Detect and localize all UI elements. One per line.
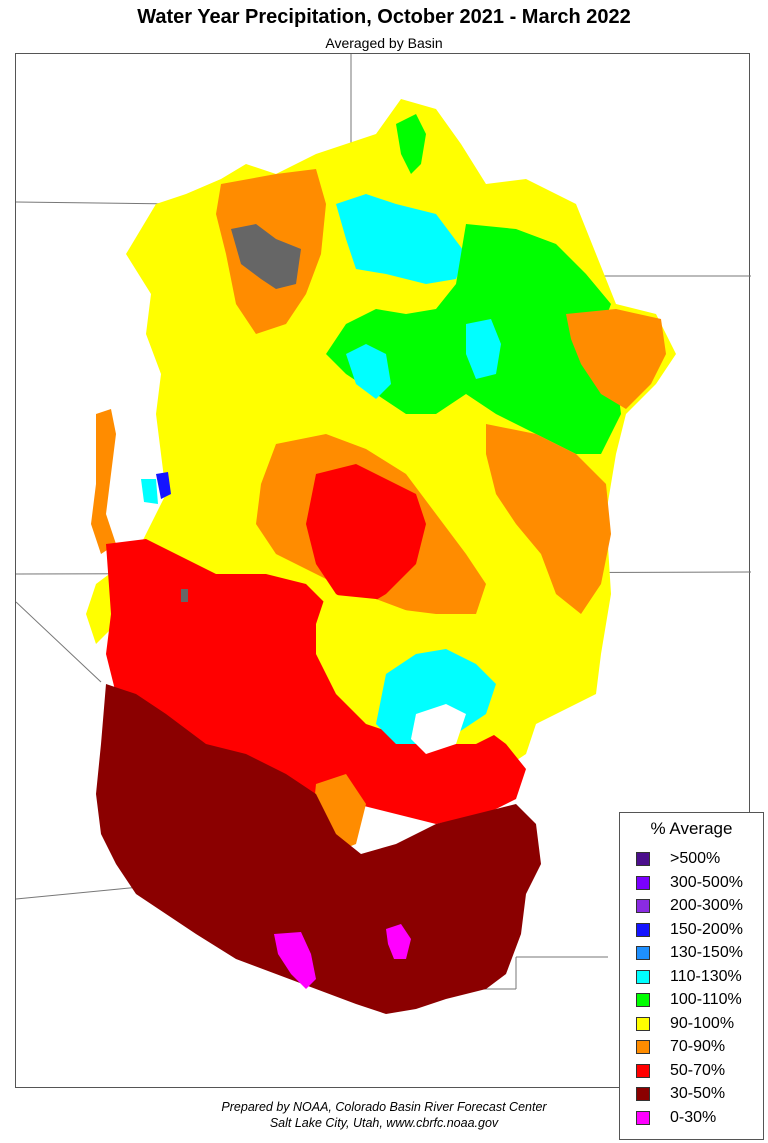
state-line <box>16 201 177 205</box>
region-110-130 <box>141 479 158 504</box>
legend-label: 0-30% <box>670 1108 717 1126</box>
region-110-130 <box>336 194 466 284</box>
region-70-90 <box>91 409 116 554</box>
region-70-90 <box>566 309 666 409</box>
credits-line-1: Prepared by NOAA, Colorado Basin River F… <box>221 1100 547 1114</box>
state-line <box>16 601 102 683</box>
legend-item: 100-110% <box>636 990 742 1010</box>
legend-item: 110-130% <box>636 967 742 987</box>
region-110-130 <box>376 649 496 744</box>
legend-item: >500% <box>636 849 720 869</box>
legend-item: 70-90% <box>636 1037 725 1057</box>
map-subtitle: Averaged by Basin <box>325 35 443 51</box>
legend-item: 50-70% <box>636 1061 725 1081</box>
legend-swatch <box>636 1063 650 1078</box>
legend-label: 300-500% <box>670 873 743 891</box>
legend-swatch <box>636 1110 650 1125</box>
region-110-130 <box>346 344 391 399</box>
legend-swatch <box>636 899 650 913</box>
legend-swatch <box>636 875 650 890</box>
legend-item: 130-150% <box>636 943 743 963</box>
legend-swatch <box>636 1016 650 1031</box>
legend-swatch <box>636 946 650 960</box>
credits-footer: Prepared by NOAA, Colorado Basin River F… <box>0 1099 768 1131</box>
region-100-110 <box>396 114 426 174</box>
legend-label: 130-150% <box>670 944 743 961</box>
map-title: Water Year Precipitation, October 2021 -… <box>137 6 631 28</box>
region-110-130 <box>466 319 501 379</box>
legend-item: 30-50% <box>636 1084 725 1104</box>
legend-label: 30-50% <box>670 1085 726 1102</box>
legend-box: % Average >500% 300-500% 200-300% 150-200% 1… <box>619 812 764 1140</box>
region-70-90 <box>486 424 611 614</box>
legend-label: 90-100% <box>670 1014 735 1032</box>
region-150-200 <box>156 472 171 499</box>
legend-label: 50-70% <box>670 1061 726 1079</box>
legend-swatch <box>636 922 650 937</box>
basin-map <box>16 54 751 1014</box>
legend-swatch <box>636 969 650 984</box>
legend-item: 150-200% <box>636 920 743 940</box>
region-50-70 <box>306 464 426 609</box>
legend-label: >500% <box>670 850 721 867</box>
credits-line-2: Salt Lake City, Utah, www.cbrfc.noaa.gov <box>269 1116 499 1130</box>
map-frame: % Average >500% 300-500% 200-300% 150-200% 1… <box>15 53 764 1140</box>
legend-item: 300-500% <box>636 873 743 893</box>
legend-label: 110-130% <box>670 967 742 985</box>
region-no-data <box>231 224 301 289</box>
lake-powell <box>411 704 466 754</box>
region-30-50 <box>96 684 541 1014</box>
legend-label: 200-300% <box>670 897 743 914</box>
legend-label: 100-110% <box>670 991 742 1008</box>
region-no-data <box>181 589 188 602</box>
legend-swatch <box>636 993 650 1007</box>
legend-item: 90-100% <box>636 1014 734 1034</box>
legend-label: 70-90% <box>670 1038 726 1055</box>
region-0-30 <box>386 924 411 959</box>
legend-label: 150-200% <box>670 920 743 938</box>
legend-title: % Average <box>650 819 733 838</box>
legend-swatch <box>636 1040 650 1054</box>
legend-item: 0-30% <box>636 1108 716 1128</box>
basin-regions <box>86 99 676 1014</box>
legend-swatch <box>636 1087 650 1101</box>
legend-item: 200-300% <box>636 896 743 916</box>
legend-swatch <box>636 852 650 866</box>
region-0-30 <box>274 932 316 989</box>
